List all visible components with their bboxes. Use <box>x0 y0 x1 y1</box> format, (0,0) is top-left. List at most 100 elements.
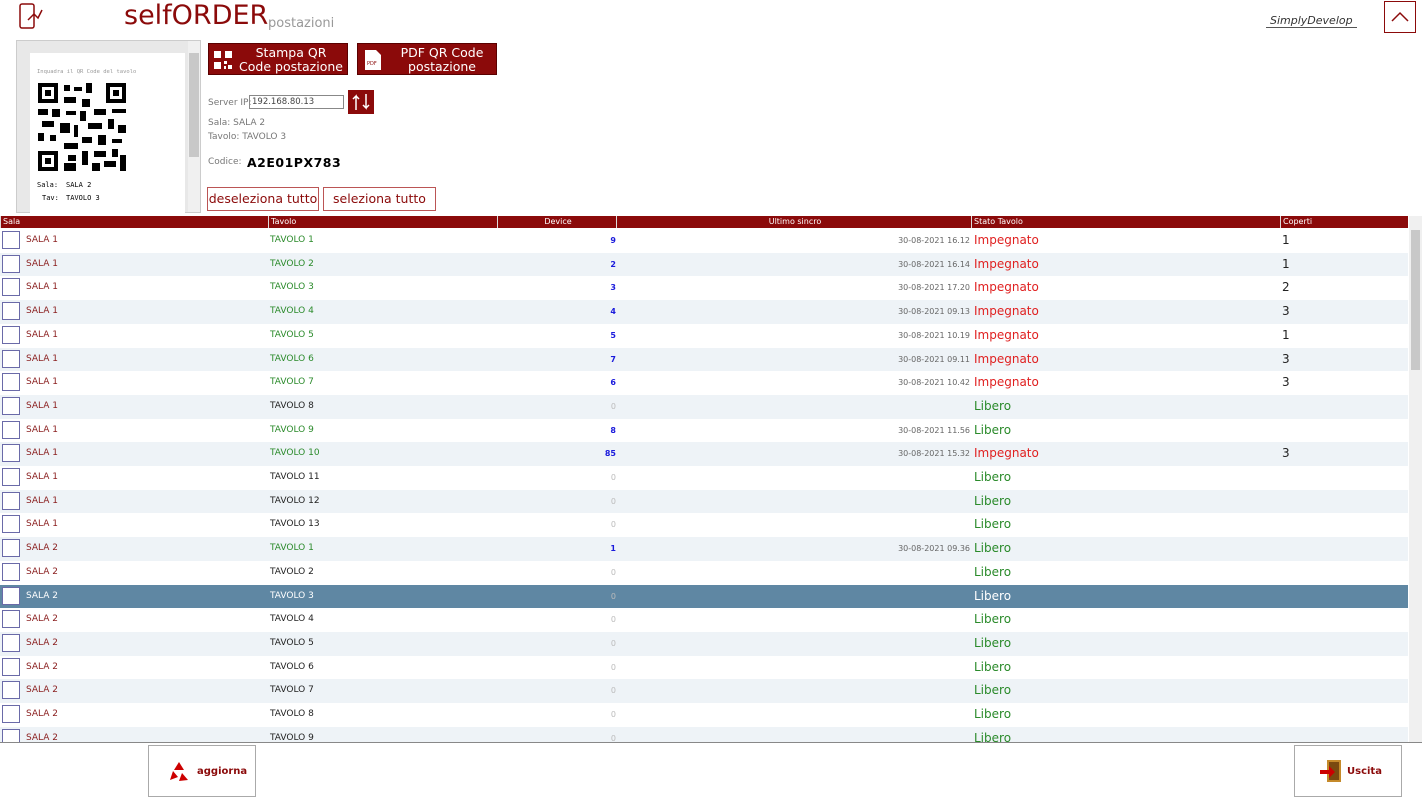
sala-cell: SALA 2 <box>26 614 59 625</box>
table-row[interactable]: SALA 2 TAVOLO 3 0 Libero <box>0 584 1408 609</box>
table-row[interactable]: SALA 2 TAVOLO 6 0 Libero <box>0 655 1408 680</box>
tavolo-cell: TAVOLO 7 <box>270 685 314 696</box>
table-row[interactable]: SALA 1 TAVOLO 2 2 30-08-2021 16.14 Impegnato… <box>0 252 1408 277</box>
sync-cell: 30-08-2021 10.42 <box>898 378 970 388</box>
row-checkbox[interactable] <box>2 728 20 742</box>
table-row[interactable]: SALA 2 TAVOLO 1 1 30-08-2021 09.36 Libero <box>0 537 1408 561</box>
refresh-button[interactable]: aggiorna <box>148 745 256 797</box>
table-row[interactable]: SALA 1 TAVOLO 4 4 30-08-2021 09.13 Impegnato… <box>0 300 1408 324</box>
row-checkbox[interactable] <box>2 586 20 605</box>
row-checkbox[interactable] <box>2 633 20 652</box>
app-subtitle: postazioni <box>268 16 335 31</box>
tavolo-cell: TAVOLO 5 <box>270 637 314 648</box>
sync-cell: 30-08-2021 16.12 <box>898 236 970 245</box>
qr-sala: SALA 2 <box>66 181 92 189</box>
table-row[interactable]: SALA 2 TAVOLO 2 0 Libero <box>0 560 1408 585</box>
stato-cell: Libero <box>974 730 1012 742</box>
stato-cell: Libero <box>974 635 1012 650</box>
tavolo-cell: TAVOLO 11 <box>270 472 320 482</box>
device-cell: 0 <box>610 567 616 577</box>
coperti-cell: 1 <box>1282 256 1290 271</box>
pdf-qr-button[interactable]: PDF PDF QR Code postazione <box>357 43 497 75</box>
table-row[interactable]: SALA 1 TAVOLO 7 6 30-08-2021 10.42 Impegnato… <box>0 371 1408 395</box>
preview-scrollbar[interactable] <box>188 41 200 212</box>
stato-cell: Libero <box>974 541 1012 556</box>
stato-cell: Libero <box>974 398 1012 413</box>
server-refresh-button[interactable] <box>348 90 374 114</box>
sala-cell: SALA 1 <box>26 519 59 530</box>
sala-cell: SALA 1 <box>26 258 59 269</box>
device-cell: 3 <box>610 283 616 293</box>
row-checkbox[interactable] <box>2 539 20 558</box>
row-checkbox[interactable] <box>2 254 20 273</box>
table-row[interactable]: SALA 2 TAVOLO 5 0 Libero <box>0 631 1408 656</box>
row-checkbox[interactable] <box>2 231 20 249</box>
row-checkbox[interactable] <box>2 444 20 463</box>
table-row[interactable]: SALA 1 TAVOLO 5 5 30-08-2021 10.19 Impegnato… <box>0 323 1408 348</box>
row-checkbox[interactable] <box>2 610 20 629</box>
row-checkbox[interactable] <box>2 420 20 439</box>
device-cell: 5 <box>610 330 616 340</box>
table-row[interactable]: SALA 1 TAVOLO 10 85 30-08-2021 15.32 Impegna… <box>0 442 1408 466</box>
print-qr-button[interactable]: Stampa QR Code postazione <box>208 43 348 75</box>
sync-cell: 30-08-2021 17.20 <box>898 283 970 293</box>
table-row[interactable]: SALA 2 TAVOLO 9 0 Libero <box>0 726 1408 742</box>
stato-cell: Impegnato <box>974 304 1039 319</box>
row-checkbox[interactable] <box>2 562 20 581</box>
table-row[interactable]: SALA 1 TAVOLO 9 8 30-08-2021 11.56 Libero <box>0 418 1408 443</box>
row-checkbox[interactable] <box>2 705 20 723</box>
device-cell: 0 <box>610 662 616 672</box>
row-checkbox[interactable] <box>2 278 20 297</box>
svg-text:PDF: PDF <box>367 61 377 67</box>
table-row[interactable]: SALA 1 TAVOLO 6 7 30-08-2021 09.11 Impegnato… <box>0 347 1408 372</box>
table-row[interactable]: SALA 2 TAVOLO 4 0 Libero <box>0 608 1408 632</box>
table-row[interactable]: SALA 1 TAVOLO 3 3 30-08-2021 17.20 Impegnato… <box>0 276 1408 301</box>
app-icon <box>19 3 43 29</box>
sala-info: Sala: SALA 2 <box>208 118 266 128</box>
coperti-cell: 1 <box>1282 327 1290 342</box>
sala-cell: SALA 1 <box>26 282 59 293</box>
column-header[interactable]: Coperti <box>1280 216 1408 228</box>
table-scrollbar[interactable] <box>1409 216 1422 743</box>
deselect-all-button[interactable]: deseleziona tutto <box>207 187 319 211</box>
row-checkbox[interactable] <box>2 491 20 510</box>
row-checkbox[interactable] <box>2 396 20 415</box>
collapse-button[interactable] <box>1384 1 1416 33</box>
column-header[interactable]: Tavolo <box>268 216 497 228</box>
server-ip-input[interactable]: 192.168.80.13 <box>249 95 344 109</box>
column-header[interactable]: Device <box>497 216 616 228</box>
column-header[interactable]: Ultimo sincro <box>616 216 971 228</box>
table-row[interactable]: SALA 2 TAVOLO 8 0 Libero <box>0 703 1408 727</box>
coperti-cell: 2 <box>1282 280 1290 295</box>
device-cell: 6 <box>610 378 616 388</box>
select-all-button[interactable]: seleziona tutto <box>323 187 436 211</box>
exit-button[interactable]: Uscita <box>1294 745 1402 797</box>
table-row[interactable]: SALA 1 TAVOLO 8 0 Libero <box>0 394 1408 419</box>
stato-cell: Impegnato <box>974 256 1039 271</box>
sala-cell: SALA 2 <box>26 543 59 554</box>
coperti-cell: 3 <box>1282 375 1290 390</box>
table-row[interactable]: SALA 2 TAVOLO 7 0 Libero <box>0 679 1408 703</box>
row-checkbox[interactable] <box>2 349 20 368</box>
row-checkbox[interactable] <box>2 681 20 700</box>
column-header[interactable]: Stato Tavolo <box>971 216 1280 228</box>
row-checkbox[interactable] <box>2 515 20 534</box>
table-row[interactable]: SALA 1 TAVOLO 1 9 30-08-2021 16.12 Impegnato… <box>0 229 1408 253</box>
table-row[interactable]: SALA 1 TAVOLO 11 0 Libero <box>0 466 1408 490</box>
row-checkbox[interactable] <box>2 468 20 486</box>
stato-cell: Libero <box>974 612 1012 627</box>
device-cell: 0 <box>610 496 616 506</box>
stato-cell: Libero <box>974 470 1012 484</box>
row-checkbox[interactable] <box>2 373 20 392</box>
sync-cell: 30-08-2021 09.13 <box>898 307 970 317</box>
qr-preview-panel: Inquadra il QR Code del tavolo Sala: SAL… <box>16 40 201 213</box>
tavolo-cell: TAVOLO 9 <box>270 732 314 742</box>
column-header[interactable]: Sala <box>0 216 268 228</box>
sala-cell: SALA 1 <box>26 495 59 506</box>
table-row[interactable]: SALA 1 TAVOLO 12 0 Libero <box>0 489 1408 514</box>
row-checkbox[interactable] <box>2 325 20 344</box>
row-checkbox[interactable] <box>2 302 20 321</box>
table-row[interactable]: SALA 1 TAVOLO 13 0 Libero <box>0 513 1408 538</box>
row-checkbox[interactable] <box>2 657 20 676</box>
tavolo-cell: TAVOLO 12 <box>270 495 320 506</box>
